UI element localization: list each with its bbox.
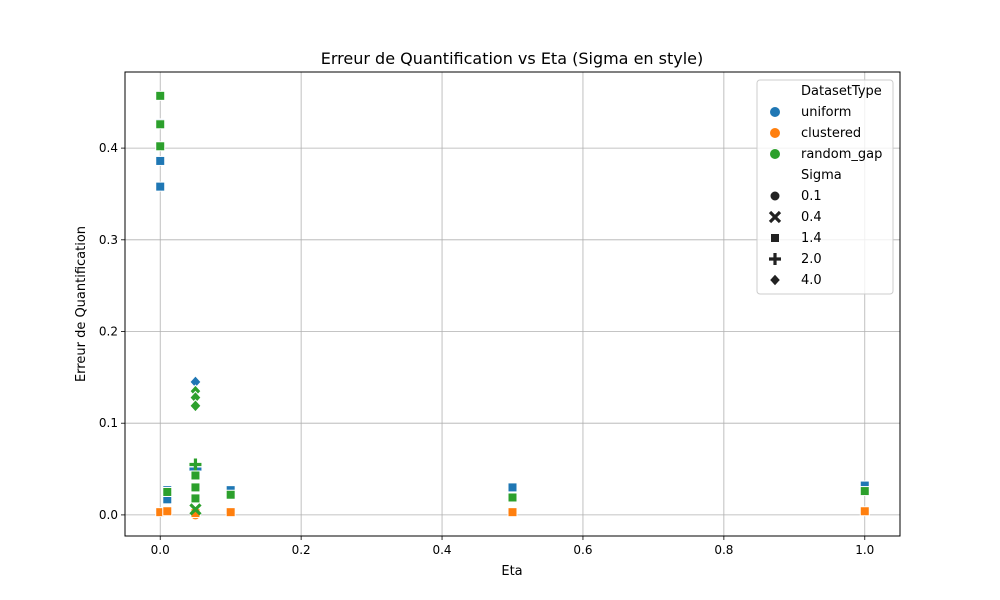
data-point-random_gap	[859, 486, 870, 497]
y-tick-label: 0.0	[99, 508, 118, 522]
data-point-random_gap	[225, 489, 236, 500]
legend-marker-diamond	[768, 273, 782, 287]
data-point-uniform	[155, 155, 166, 166]
plot-frame	[124, 71, 901, 537]
y-tick-label: 0.3	[99, 233, 118, 247]
legend-entry-sigma: 0.4	[801, 210, 822, 225]
data-point-random_gap	[155, 141, 166, 152]
legend-entry-random_gap: random_gap	[801, 147, 882, 162]
x-tick-label: 1.0	[855, 543, 874, 557]
y-axis-label: Erreur de Quantification	[74, 226, 89, 382]
legend-marker-x	[768, 210, 782, 224]
legend-marker-circle	[769, 190, 781, 202]
y-tick-label: 0.4	[99, 141, 118, 155]
data-point-clustered	[162, 506, 173, 517]
legend-swatch-uniform	[769, 106, 781, 118]
data-point-random_gap	[189, 458, 202, 471]
x-tick-label: 0.6	[573, 543, 592, 557]
data-point-random_gap	[190, 482, 201, 493]
x-tick-label: 0.4	[432, 543, 451, 557]
y-tick-label: 0.1	[99, 416, 118, 430]
data-point-random_gap	[162, 486, 173, 497]
legend-entry-sigma: 2.0	[801, 252, 822, 267]
legend-entry-clustered: clustered	[801, 126, 861, 141]
data-point-clustered	[507, 507, 518, 518]
data-point-random_gap	[189, 503, 202, 516]
legend-entry-uniform: uniform	[801, 105, 851, 120]
chart-title: Erreur de Quantification vs Eta (Sigma e…	[321, 49, 704, 68]
legend-swatch-clustered	[769, 127, 781, 139]
legend-entry-sigma: 4.0	[801, 273, 822, 288]
legend-marker-square	[770, 233, 780, 243]
data-point-random_gap	[189, 399, 202, 413]
data-point-random_gap	[190, 470, 201, 481]
legend-entry-sigma: 1.4	[801, 231, 822, 246]
data-point-random_gap	[155, 90, 166, 101]
legend-swatch-random_gap	[769, 148, 781, 160]
data-point-random_gap	[507, 492, 518, 503]
x-tick-label: 0.8	[714, 543, 733, 557]
data-points	[155, 90, 870, 521]
legend: DatasetType uniform clustered random_gap Sig…	[756, 79, 894, 295]
y-tick-label: 0.2	[99, 325, 118, 339]
legend-entry-sigma: 0.1	[801, 189, 822, 204]
legend-marker-plus	[769, 253, 781, 265]
legend-style-title: Sigma	[801, 168, 842, 183]
data-point-random_gap	[155, 119, 166, 130]
legend-hue-title: DatasetType	[801, 84, 882, 99]
data-point-random_gap	[190, 493, 201, 504]
legend-frame	[756, 79, 894, 295]
axis-ticks: 0.0 0.2 0.4 0.6 0.8 1.0 0.0 0.1 0.2 0.3 0.4	[99, 141, 874, 557]
data-point-uniform	[155, 181, 166, 192]
data-point-clustered	[859, 506, 870, 517]
data-point-uniform	[507, 482, 518, 493]
x-tick-label: 0.2	[292, 543, 311, 557]
x-axis-label: Eta	[501, 564, 522, 579]
x-tick-label: 0.0	[151, 543, 170, 557]
data-point-clustered	[225, 507, 236, 518]
